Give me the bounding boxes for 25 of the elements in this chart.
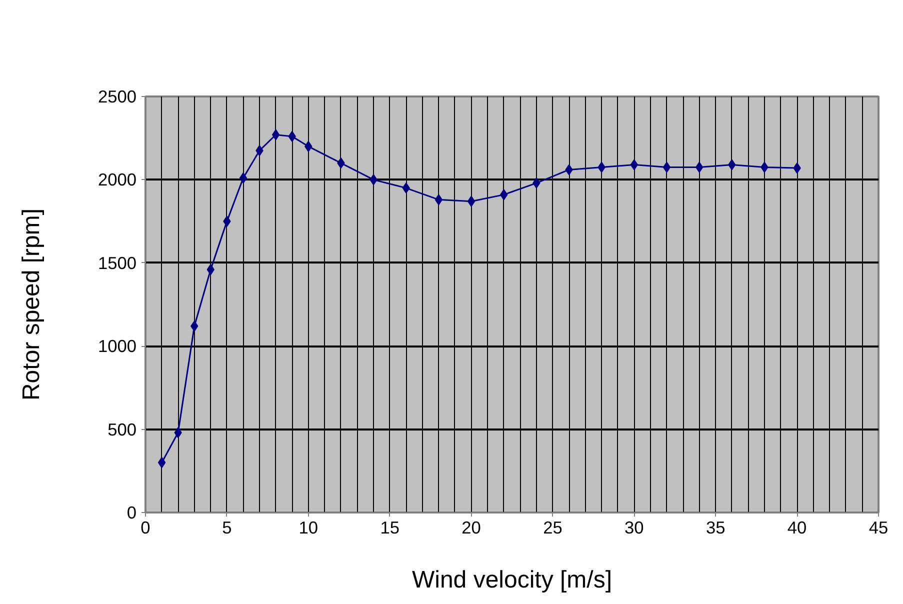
x-tick-label: 35 (706, 518, 726, 538)
point (695, 162, 704, 173)
x-tick-label: 0 (140, 518, 150, 538)
x-tick-label: 5 (222, 518, 232, 538)
x-tick-label: 25 (543, 518, 562, 538)
x-tick-label: 45 (868, 518, 888, 538)
y-tick-label: 500 (108, 419, 137, 440)
y-tick-label: 2000 (98, 170, 137, 190)
point (434, 194, 443, 206)
x-tick-label: 15 (380, 518, 400, 538)
point (239, 172, 248, 184)
x-tick-label: 30 (624, 518, 644, 538)
x-tick-label: 20 (462, 518, 481, 538)
y-tick-label: 1500 (98, 252, 137, 273)
y-axis-title: Rotor speed [rpm] (18, 208, 45, 401)
x-axis-title: Wind velocity [m/s] (412, 566, 612, 594)
y-tick-label: 2500 (98, 86, 137, 106)
point (662, 162, 671, 173)
x-tick-label: 10 (298, 518, 318, 538)
y-tick-label: 1000 (98, 336, 137, 356)
x-tick-label: 40 (787, 518, 807, 538)
point (467, 196, 476, 207)
point (272, 129, 280, 140)
point (158, 457, 166, 468)
y-tick-label: 0 (126, 502, 137, 522)
